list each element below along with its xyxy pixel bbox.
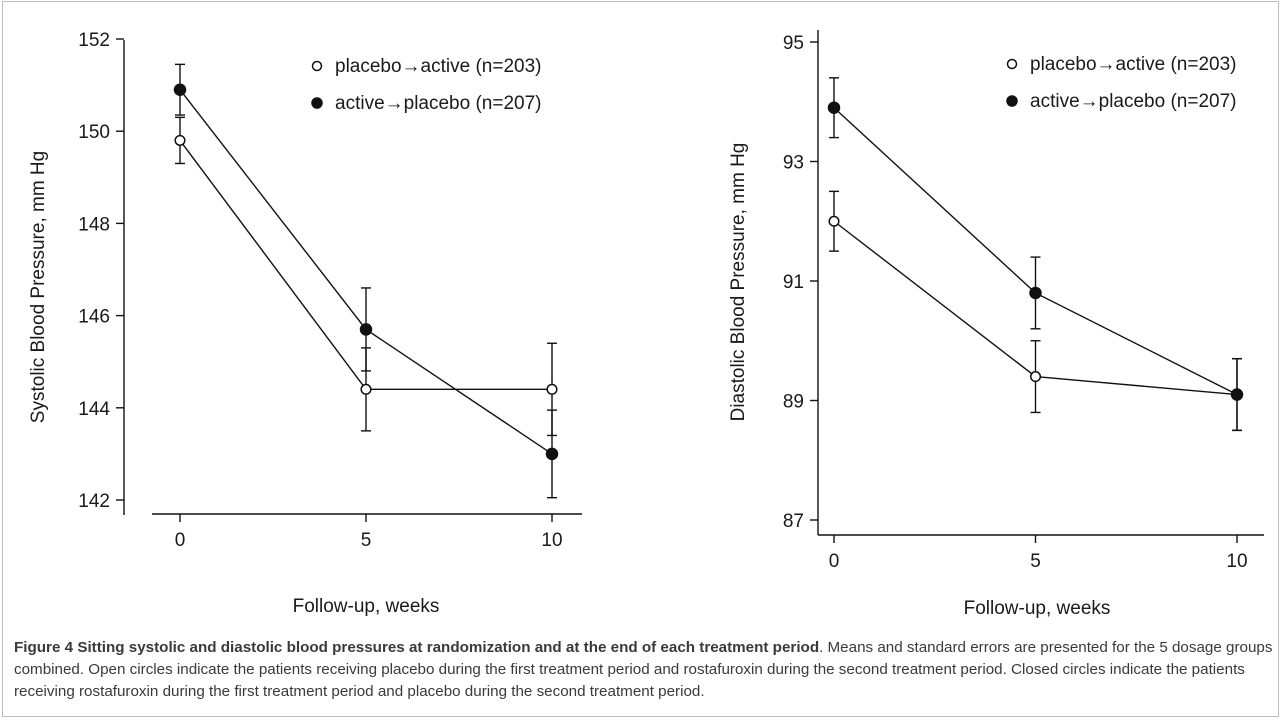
data-point: [1029, 371, 1042, 383]
x-tick-label: 10: [541, 530, 562, 551]
data-point: [359, 323, 373, 336]
x-tick-label: 0: [175, 530, 186, 551]
legend-marker: [311, 60, 323, 72]
y-tick-label: 87: [783, 511, 804, 532]
y-axis-label: Diastolic Blood Pressure, mm Hg: [728, 143, 749, 422]
legend-marker: [1006, 95, 1018, 107]
y-tick-label: 142: [78, 491, 110, 512]
caption-label: Figure 4: [14, 639, 74, 656]
y-tick-label: 91: [783, 272, 804, 293]
y-tick-label: 95: [783, 33, 804, 54]
legend-label: placebo→active (n=203): [1030, 54, 1237, 75]
data-point: [545, 447, 559, 461]
x-tick-label: 10: [1226, 551, 1247, 572]
legend-label: active→placebo (n=207): [335, 93, 542, 114]
data-point: [1230, 388, 1244, 401]
x-tick-label: 5: [1030, 551, 1041, 572]
y-tick-label: 146: [78, 307, 110, 328]
y-tick-label: 144: [78, 399, 110, 420]
legend-label: placebo→active (n=203): [335, 56, 542, 77]
y-tick-label: 93: [783, 153, 804, 174]
legend-label: active→placebo (n=207): [1030, 91, 1237, 112]
y-axis-label: Systolic Blood Pressure, mm Hg: [28, 151, 49, 423]
y-tick-label: 148: [78, 214, 110, 235]
data-point: [173, 83, 187, 96]
data-point: [828, 215, 840, 227]
figure-caption: Figure 4 Sitting systolic and diastolic …: [14, 637, 1276, 703]
x-axis-label: Follow-up, weeks: [964, 598, 1111, 619]
x-tick-label: 0: [829, 551, 840, 572]
caption-title: Sitting systolic and diastolic blood pre…: [77, 639, 820, 656]
figure-charts: 142 144 146 148 150 152 0 5 10 Systolic Blood Pre…: [28, 30, 1264, 619]
data-point: [174, 134, 186, 146]
x-axis-label: Follow-up, weeks: [293, 596, 440, 617]
y-tick-label: 150: [78, 122, 110, 143]
chart-panel-diastolic: 87 89 91 93 95 0 5 10 Diastolic Blood Pressure, …: [728, 30, 1264, 619]
data-point: [546, 383, 558, 395]
legend-marker: [1006, 58, 1018, 70]
y-tick-label: 152: [78, 30, 110, 51]
data-point: [360, 383, 372, 395]
legend-marker: [311, 97, 323, 109]
caption-body: . Means and standard errors are presente…: [14, 639, 1273, 700]
data-point: [827, 101, 841, 114]
y-tick-label: 89: [783, 392, 804, 413]
x-tick-label: 5: [361, 530, 372, 551]
chart-panel-systolic: 142 144 146 148 150 152 0 5 10 Systolic Blood Pre…: [28, 30, 582, 617]
data-point: [1029, 286, 1042, 300]
